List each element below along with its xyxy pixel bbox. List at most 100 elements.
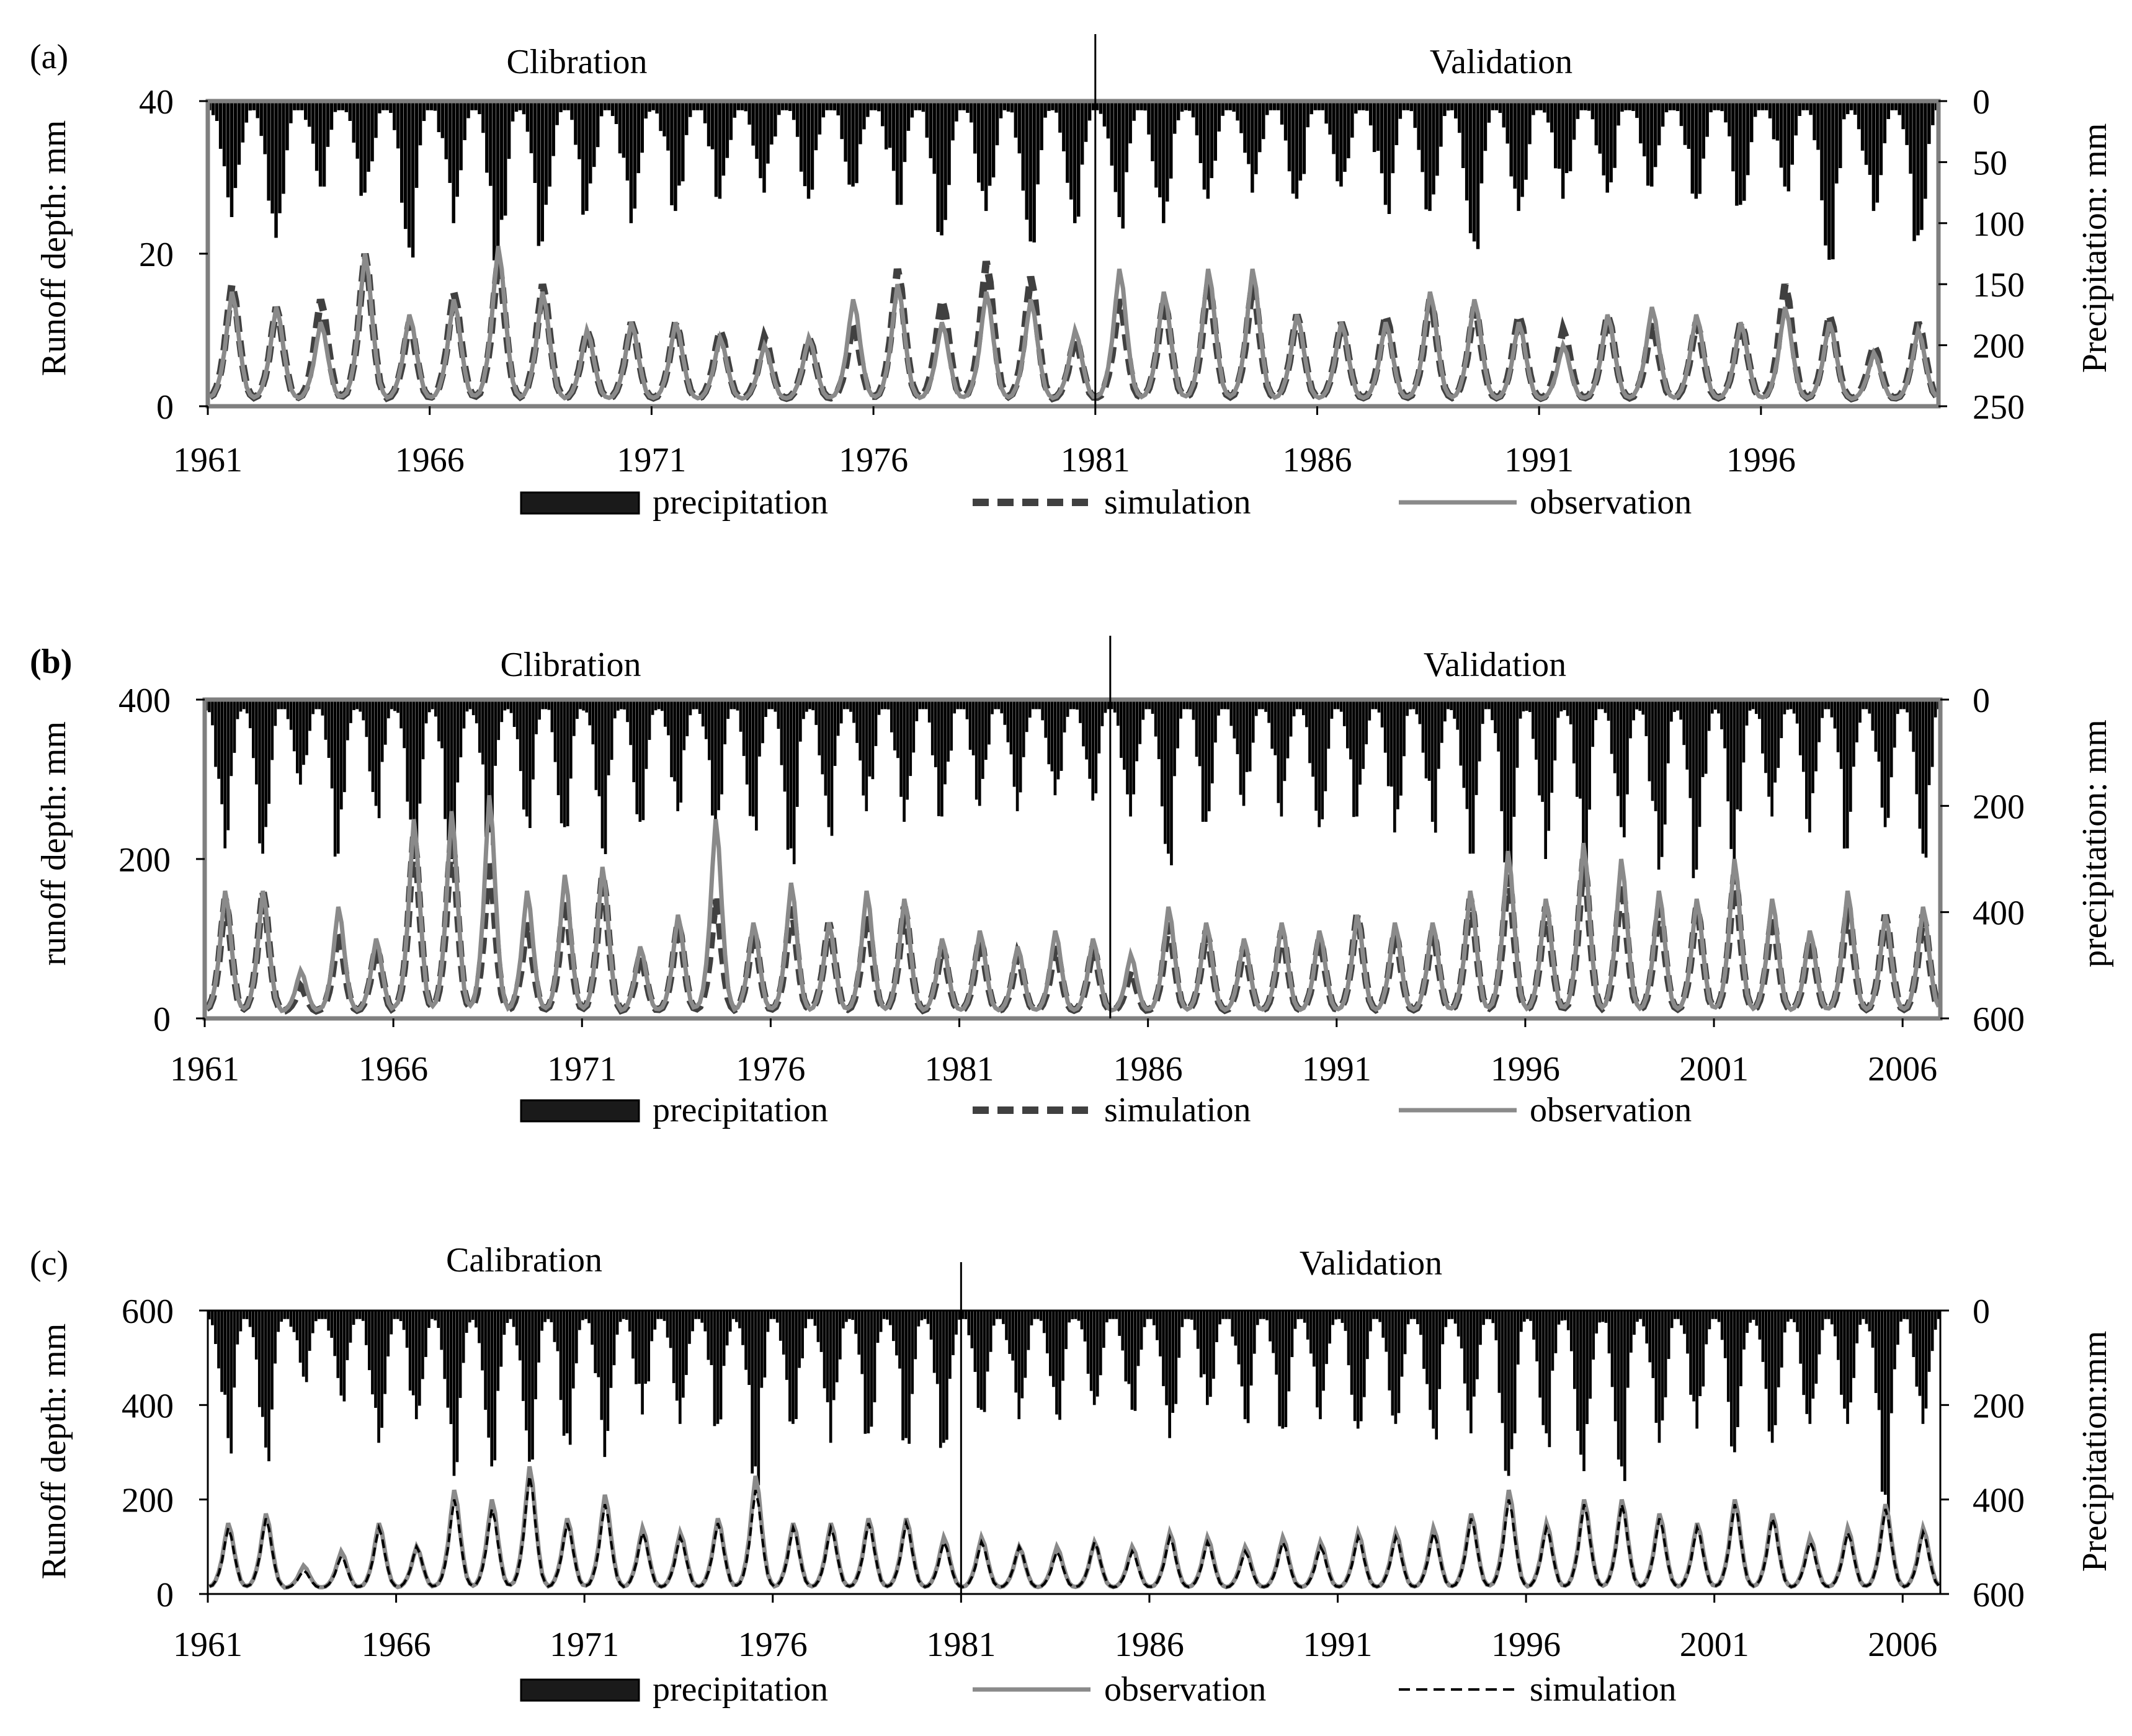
precipitation-bar	[1934, 700, 1937, 718]
precipitation-bar	[825, 101, 829, 110]
precipitation-bar	[233, 1311, 236, 1388]
precipitation-bar	[446, 1311, 450, 1408]
precipitation-bar	[361, 1311, 365, 1321]
precipitation-bar	[1509, 101, 1513, 177]
precipitation-bar	[729, 101, 733, 140]
precipitation-bar	[507, 101, 511, 159]
precipitation-bar	[488, 700, 491, 833]
precipitation-bar	[1645, 1311, 1649, 1344]
precipitation-bar	[1855, 700, 1858, 742]
precipitation-bar	[926, 1311, 930, 1324]
precipitation-bar	[1347, 101, 1350, 159]
precipitation-bar	[1450, 700, 1453, 710]
precipitation-bar	[1076, 101, 1081, 217]
precipitation-bar	[267, 1311, 270, 1462]
precipitation-bar	[305, 1311, 308, 1382]
precipitation-bar	[868, 700, 872, 777]
precipitation-bar	[1821, 700, 1824, 718]
precipitation-bar	[1006, 700, 1010, 742]
precipitation-bar	[1660, 700, 1664, 857]
precipitation-bar	[278, 101, 282, 213]
precipitation-bar	[1648, 1311, 1652, 1363]
precipitation-bar	[1365, 101, 1369, 111]
precipitation-bar	[795, 1311, 798, 1420]
precipitation-bar	[1149, 1311, 1153, 1319]
precipitation-bar	[1465, 101, 1469, 201]
precipitation-bar	[1334, 1311, 1338, 1320]
precipitation-bar	[1526, 1311, 1529, 1319]
precipitation-bar	[434, 1311, 437, 1320]
precipitation-bar	[321, 700, 324, 716]
precipitation-bar	[1937, 1311, 1940, 1319]
precipitation-bar	[261, 700, 264, 854]
precipitation-bar	[1713, 101, 1716, 110]
precipitation-bar	[490, 1311, 494, 1467]
precipitation-bar	[1080, 101, 1084, 165]
precipitation-bar	[657, 700, 661, 710]
precipitation-bar	[383, 700, 387, 745]
precipitation-bar	[1105, 1311, 1108, 1323]
precipitation-bar	[1077, 1311, 1081, 1321]
precipitation-bar	[1156, 1311, 1159, 1340]
precipitation-bar	[1779, 101, 1783, 168]
precipitation-bar	[1579, 101, 1584, 110]
precipitation-bar	[1801, 700, 1805, 772]
precipitation-bar	[270, 700, 274, 760]
precipitation-bar	[1143, 1311, 1146, 1327]
precipitation-bar	[1113, 700, 1117, 713]
precipitation-bar	[1780, 700, 1783, 739]
precipitation-bar	[1748, 700, 1752, 711]
precipitation-bar	[1091, 700, 1095, 801]
precipitation-bar	[808, 700, 811, 710]
panel-b-period-left: Clibration	[500, 646, 641, 684]
precipitation-bar	[1478, 700, 1481, 762]
x-tick-label: 1971	[550, 1626, 619, 1664]
precipitation-bar	[840, 101, 844, 140]
legend-item-precipitation: precipitation	[520, 1670, 828, 1709]
precipitation-bar	[377, 700, 381, 819]
precipitation-bar	[1839, 700, 1843, 769]
precipitation-bar	[581, 1311, 584, 1320]
precipitation-bar	[1694, 101, 1698, 199]
precipitation-bar	[1413, 101, 1417, 128]
precipitation-bar	[775, 1311, 779, 1323]
precipitation-bar	[1860, 101, 1865, 151]
precipitation-bar	[785, 101, 788, 110]
x-tick-label: 1991	[1303, 1626, 1373, 1664]
precipitation-bar	[254, 1311, 258, 1360]
precipitation-bar	[285, 101, 289, 151]
precipitation-bar	[1557, 101, 1561, 169]
precipitation-bar	[1761, 700, 1764, 754]
precipitation-bar	[582, 700, 585, 711]
precipitation-bar	[1623, 1311, 1626, 1481]
precipitation-bar	[1318, 700, 1321, 827]
precipitation-bar	[1086, 1311, 1090, 1374]
precipitation-bar	[710, 101, 715, 149]
precipitation-bar	[1871, 700, 1875, 731]
precipitation-bar	[327, 1311, 330, 1331]
precipitation-bar	[409, 700, 413, 820]
precipitation-bar	[849, 700, 852, 712]
precipitation-bar	[1651, 700, 1654, 801]
precipitation-bar	[833, 700, 837, 766]
panel-b-plot	[202, 636, 1943, 1021]
precipitation-bar	[1339, 101, 1343, 187]
y-tick-label: 200	[122, 1482, 174, 1520]
precipitation-bar	[1896, 700, 1899, 714]
precipitation-bar	[1632, 700, 1635, 721]
precipitation-bar	[293, 101, 297, 110]
precipitation-bar	[1051, 101, 1055, 110]
precipitation-bar	[1207, 700, 1211, 812]
precipitation-bar	[632, 700, 636, 783]
precipitation-bar	[386, 700, 390, 719]
precipitation-bar	[380, 700, 384, 762]
precipitation-bar	[666, 1311, 669, 1338]
precipitation-bar	[745, 700, 749, 785]
legend-item-precipitation: precipitation	[520, 483, 828, 522]
precipitation-bar	[716, 1311, 720, 1424]
precipitation-bar	[239, 700, 243, 712]
precipitation-bar	[511, 101, 515, 122]
precipitation-bar	[1224, 1311, 1228, 1319]
precipitation-bar	[308, 700, 311, 731]
precipitation-bar	[832, 101, 836, 110]
